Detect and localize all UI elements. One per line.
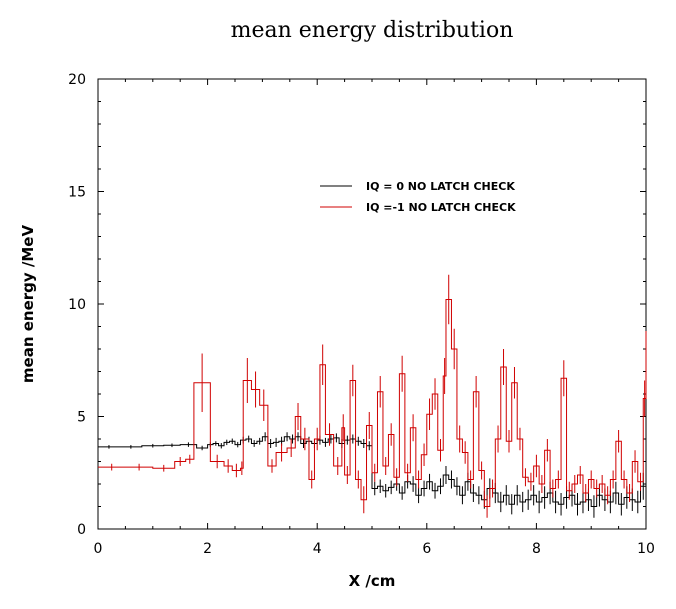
y-tick-label: 15	[68, 185, 86, 201]
y-axis-label: mean energy /MeV	[19, 225, 37, 384]
x-tick-label: 0	[94, 541, 103, 557]
x-axis-label: X /cm	[349, 572, 396, 590]
series-layer	[98, 274, 647, 518]
axis-ticks: 0 2 4 6 8 10 0 5 10 15 20	[68, 72, 655, 557]
legend: IQ = 0 NO LATCH CHECK IQ =-1 NO LATCH CHE…	[320, 180, 516, 214]
x-tick-label: 4	[313, 541, 322, 557]
legend-label-0: IQ = 0 NO LATCH CHECK	[366, 180, 515, 193]
series-1	[98, 274, 647, 518]
x-tick-label: 6	[422, 541, 431, 557]
y-tick-label: 20	[68, 72, 86, 88]
y-tick-label: 10	[68, 297, 86, 313]
x-tick-label: 2	[203, 541, 212, 557]
legend-label-1: IQ =-1 NO LATCH CHECK	[366, 201, 516, 214]
x-tick-label: 8	[532, 541, 541, 557]
x-tick-label: 10	[637, 541, 655, 557]
y-tick-label: 5	[77, 410, 86, 426]
chart-title: mean energy distribution	[231, 18, 514, 43]
y-tick-label: 0	[77, 522, 86, 538]
